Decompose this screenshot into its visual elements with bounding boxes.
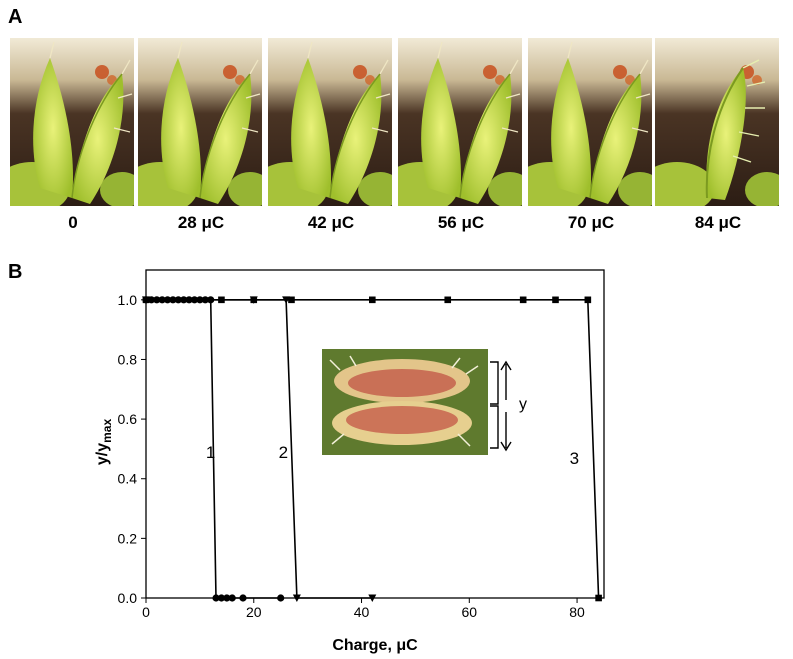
y-tick-label: 0.8 bbox=[118, 351, 138, 367]
closure-chart: 0 20 40 60 80 0.0 0.2 0.4 0.6 0.8 1.0 1 2 3 y Charge, … bbox=[94, 269, 605, 654]
inset-photo bbox=[322, 349, 512, 455]
series-2-point bbox=[368, 594, 377, 602]
photo-label-2: 28 μC bbox=[177, 213, 225, 232]
photo-label-1: 0 bbox=[68, 213, 78, 232]
y-tick-label: 0.2 bbox=[118, 530, 138, 546]
photo-label-5: 70 μC bbox=[567, 213, 615, 232]
flytrap-photo-3 bbox=[268, 38, 394, 206]
series-2-point bbox=[292, 594, 301, 602]
x-tick-label: 40 bbox=[354, 604, 370, 620]
flytrap-photo-6 bbox=[655, 38, 781, 206]
series-3-point bbox=[218, 296, 225, 304]
curve-label-2: 2 bbox=[279, 443, 288, 462]
panel-b-label: B bbox=[8, 261, 23, 283]
x-tick-label: 60 bbox=[462, 604, 478, 620]
series-1-point bbox=[223, 594, 231, 602]
y-tick-label: 0.4 bbox=[118, 471, 138, 487]
y-axis-title-subscript: max bbox=[100, 419, 114, 443]
y-tick-label: 0.6 bbox=[118, 411, 138, 427]
series-3-point bbox=[142, 296, 150, 304]
series-1-point bbox=[239, 594, 247, 602]
series-3-point bbox=[250, 296, 258, 304]
x-axis-title: Charge, μC bbox=[332, 637, 418, 654]
flytrap-photo-4 bbox=[398, 38, 524, 206]
curve-label-1: 1 bbox=[206, 443, 215, 462]
curve-label-3: 3 bbox=[570, 449, 579, 468]
plot-frame bbox=[145, 269, 605, 599]
series-3-point bbox=[369, 296, 376, 304]
series-3-line bbox=[146, 298, 600, 599]
series-1-point bbox=[212, 594, 220, 602]
flytrap-photo-1 bbox=[10, 38, 136, 206]
series-1-point bbox=[277, 594, 285, 602]
series-3-point bbox=[444, 296, 452, 304]
series-3-point bbox=[595, 594, 602, 602]
flytrap-photo-2 bbox=[138, 38, 264, 206]
photo-label-6: 84 μC bbox=[694, 213, 742, 232]
inset-y-label: y bbox=[519, 396, 527, 413]
x-tick-label: 20 bbox=[246, 604, 262, 620]
y-tick-label: 0.0 bbox=[118, 590, 138, 606]
photo-strip bbox=[10, 38, 781, 206]
photo-label-4: 56 μC bbox=[437, 213, 485, 232]
x-tick-label: 80 bbox=[569, 604, 585, 620]
series-3-point bbox=[552, 296, 559, 304]
y-axis-title: y/ymax bbox=[94, 419, 114, 466]
series-1-point bbox=[217, 594, 226, 602]
panel-a-label: A bbox=[8, 6, 23, 28]
series-3-point bbox=[288, 296, 295, 304]
series-3-point bbox=[584, 296, 592, 304]
y-axis-title-main: y/y bbox=[94, 443, 111, 465]
flytrap-photo-5 bbox=[528, 38, 654, 206]
x-tick-label: 0 bbox=[142, 604, 150, 620]
photo-label-3: 42 μC bbox=[307, 213, 355, 232]
series-1-point bbox=[228, 594, 236, 602]
series-3-point bbox=[519, 296, 527, 304]
y-tick-label: 1.0 bbox=[118, 292, 138, 308]
